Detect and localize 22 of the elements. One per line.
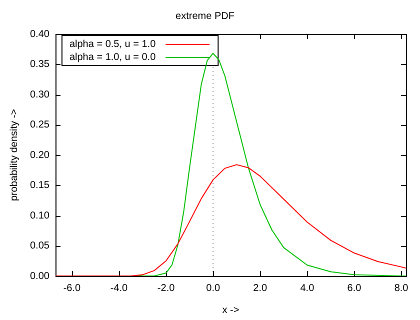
- y-tick-label: 0.05: [30, 240, 50, 252]
- y-axis-title: probability density ->: [8, 108, 20, 201]
- y-tick-label: 0.30: [30, 89, 50, 100]
- x-tick-label: 0.0: [206, 282, 220, 294]
- y-tick-label: 0.25: [30, 120, 50, 130]
- y-tick-label: 0.00: [30, 270, 50, 282]
- x-tick-label: -2.0: [157, 282, 176, 294]
- x-tick-label: -6.0: [63, 282, 81, 294]
- y-tick-label: 0.35: [30, 59, 50, 70]
- x-tick-label: 4.0: [300, 282, 315, 294]
- legend-label: alpha = 1.0, u = 0.0: [69, 52, 156, 63]
- y-tick-label: 0.20: [30, 150, 50, 161]
- y-tick-label: 0.40: [30, 28, 50, 40]
- x-tick-label: 6.0: [347, 282, 362, 294]
- x-tick-label: 8.0: [394, 282, 409, 294]
- x-axis-title: x ->: [222, 304, 240, 316]
- y-tick-label: 0.10: [30, 210, 50, 222]
- legend-label: alpha = 0.5, u = 1.0: [69, 38, 156, 50]
- x-tick-label: -4.0: [110, 282, 128, 294]
- y-tick-label: 0.15: [30, 180, 50, 191]
- chart-title: extreme PDF: [176, 10, 234, 22]
- x-tick-label: 2.0: [253, 282, 268, 294]
